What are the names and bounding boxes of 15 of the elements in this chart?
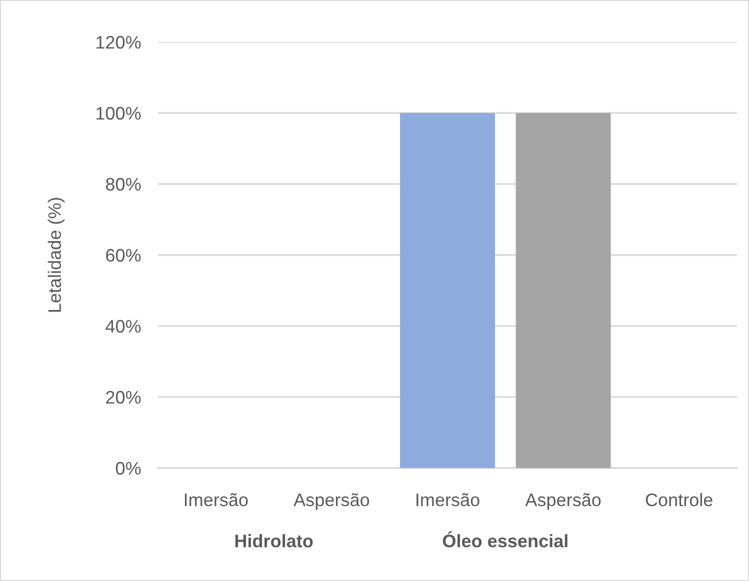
y-tick-label: 0% (116, 462, 141, 475)
y-tick-label: 40% (106, 320, 141, 333)
x-tick-label: Controle (646, 493, 712, 506)
text: Óleo essencial (442, 531, 568, 548)
x-tick-label: Aspersão (525, 493, 601, 510)
y-tick-label: 60% (106, 248, 141, 262)
y-tick-label: 100% (96, 106, 141, 120)
x-tick-label: Aspersão (294, 493, 370, 510)
text: Hidrolato (235, 534, 313, 548)
y-axis-title: Letalidade (%) (48, 198, 65, 312)
y-tick-label: 20% (106, 390, 141, 404)
x-tick-label: Imersão (416, 493, 480, 506)
y-tick-label: 80% (106, 178, 141, 191)
y-tick-label: 120% (96, 36, 141, 49)
x-tick-label: Imersão (184, 493, 248, 506)
